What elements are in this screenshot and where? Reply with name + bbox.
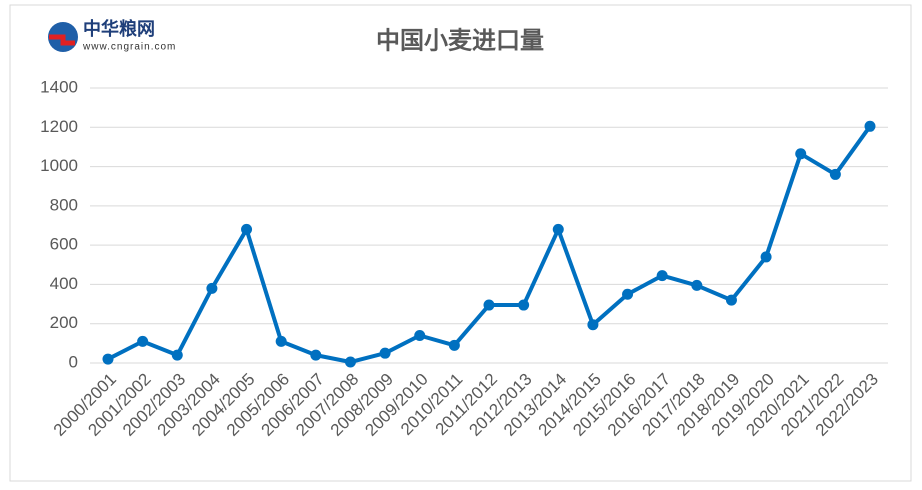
point bbox=[275, 335, 287, 347]
point bbox=[448, 339, 460, 351]
y-tick-label: 1400 bbox=[40, 77, 78, 96]
point bbox=[171, 349, 183, 361]
point bbox=[483, 299, 495, 311]
chart-frame bbox=[9, 4, 912, 482]
y-tick-label: 0 bbox=[69, 352, 78, 371]
y-tick-label: 600 bbox=[50, 235, 78, 254]
y-tick-label: 800 bbox=[50, 195, 78, 214]
logo-icon-mark bbox=[49, 34, 75, 46]
point bbox=[206, 282, 218, 294]
chart-title: 中国小麦进口量 bbox=[376, 27, 544, 54]
point bbox=[656, 270, 668, 282]
y-tick-label: 1200 bbox=[40, 117, 78, 136]
point bbox=[795, 148, 807, 160]
point bbox=[414, 330, 426, 341]
point bbox=[691, 279, 703, 291]
point bbox=[102, 353, 114, 365]
logo-name: 中华粮网 bbox=[83, 18, 155, 39]
logo: 中华粮网 www.cngrain.com bbox=[48, 18, 176, 53]
point bbox=[310, 349, 322, 361]
point bbox=[622, 288, 634, 300]
logo-url: www.cngrain.com bbox=[82, 42, 176, 53]
y-tick-label: 200 bbox=[50, 313, 78, 332]
point bbox=[864, 120, 876, 132]
point bbox=[137, 335, 149, 347]
point bbox=[760, 251, 772, 263]
point bbox=[829, 168, 841, 180]
y-tick-label: 400 bbox=[50, 274, 78, 293]
point bbox=[552, 223, 564, 235]
point bbox=[344, 356, 356, 368]
point bbox=[241, 223, 253, 235]
point bbox=[379, 347, 391, 359]
point bbox=[518, 299, 530, 311]
y-tick-label: 1000 bbox=[40, 156, 78, 175]
point bbox=[587, 319, 599, 331]
point bbox=[725, 294, 737, 306]
